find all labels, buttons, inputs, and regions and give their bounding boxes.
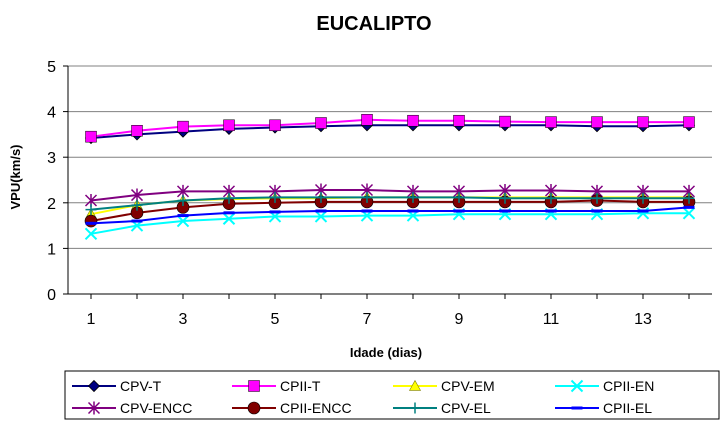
series-line: [90, 189, 689, 202]
series-cpii-en: [84, 207, 696, 241]
data-point: [177, 120, 189, 133]
data-point: [131, 125, 143, 137]
legend-marker: [87, 379, 101, 393]
legend-marker: [87, 401, 101, 415]
y-tick-label: 3: [47, 150, 56, 167]
data-point: [269, 191, 281, 203]
x-tick-label: 13: [634, 311, 652, 328]
data-point: [314, 210, 328, 223]
legend-marker: [408, 379, 422, 391]
data-point: [591, 116, 603, 128]
x-tick-label: 1: [87, 311, 96, 328]
data-point: [453, 191, 465, 203]
x-tick-label: 11: [543, 311, 560, 328]
x-tick-label: 3: [179, 311, 188, 328]
y-tick-label: 4: [47, 105, 56, 122]
legend-marker: [409, 402, 421, 414]
x-axis-label: Idade (dias): [350, 345, 422, 360]
y-tick-label: 5: [47, 59, 56, 76]
legend-label: CPV-ENCC: [120, 400, 192, 416]
y-tick-label: 1: [47, 241, 56, 258]
series-line: [90, 118, 689, 138]
legend-item: CPV-T: [72, 378, 162, 394]
data-point: [407, 191, 419, 203]
series-line: [90, 124, 690, 140]
data-point: [177, 195, 189, 207]
legend-item: CPII-T: [232, 378, 321, 394]
series-line: [90, 196, 689, 211]
legend-marker: [247, 401, 261, 415]
legend-item: CPII-ENCC: [232, 400, 352, 416]
data-point: [222, 212, 236, 225]
data-point: [84, 214, 98, 228]
data-point: [85, 130, 97, 143]
legend-item: CPV-EM: [393, 378, 495, 394]
legend: CPV-T CPII-T CPV-EM CPII-EN CPV-ENCC CPII-ENC…: [64, 370, 720, 420]
series-cpv-el: [85, 191, 695, 216]
data-point: [591, 192, 603, 204]
legend-item: CPII-EL: [555, 400, 652, 416]
legend-label: CPV-T: [120, 378, 162, 394]
legend-item: CPV-ENCC: [72, 400, 192, 416]
x-tick-label: 7: [363, 311, 372, 328]
legend-box: [64, 370, 720, 420]
data-point: [453, 114, 465, 127]
data-point: [499, 192, 511, 204]
data-point: [131, 199, 143, 211]
legend-label: CPV-EL: [441, 400, 491, 416]
chart-title: EUCALIPTO: [316, 13, 431, 35]
data-point: [85, 204, 97, 216]
series-line: [90, 199, 689, 223]
y-tick-label: 2: [47, 196, 56, 213]
series-cpv-encc: [84, 183, 696, 208]
data-point: [269, 119, 281, 132]
y-axis-label: VPU(km/s): [8, 144, 23, 209]
data-point: [315, 191, 327, 203]
series-line: [90, 212, 689, 235]
data-point: [682, 207, 696, 220]
x-tick-label: 5: [271, 311, 280, 328]
data-point: [130, 188, 144, 202]
series-cpv-t: [84, 119, 696, 145]
data-point: [176, 214, 190, 228]
data-point: [637, 192, 649, 204]
data-point: [637, 116, 649, 128]
data-point: [84, 227, 98, 241]
legend-label: CPII-ENCC: [280, 400, 352, 416]
x-tick-label: 9: [455, 311, 464, 328]
legend-item: CPV-EL: [393, 400, 491, 416]
data-point: [223, 119, 235, 132]
legend-label: CPII-EN: [603, 378, 654, 394]
data-point: [545, 192, 557, 204]
legend-marker: [248, 380, 260, 392]
series-line: [90, 206, 690, 225]
data-point: [223, 192, 235, 204]
legend-item: CPII-EN: [555, 378, 654, 394]
series-cpii-el: [85, 205, 695, 225]
data-point: [683, 192, 695, 204]
legend-marker: [570, 379, 584, 393]
legend-label: CPV-EM: [441, 378, 495, 394]
data-point: [361, 191, 373, 203]
data-point: [361, 114, 373, 126]
data-point: [545, 116, 557, 128]
data-point: [315, 117, 327, 129]
data-point: [683, 116, 695, 128]
data-point: [407, 114, 419, 127]
legend-label: CPII-EL: [603, 400, 652, 416]
y-tick-label: 0: [47, 287, 56, 304]
series-cpii-t: [85, 114, 695, 143]
data-point: [499, 115, 511, 128]
legend-label: CPII-T: [280, 378, 321, 394]
